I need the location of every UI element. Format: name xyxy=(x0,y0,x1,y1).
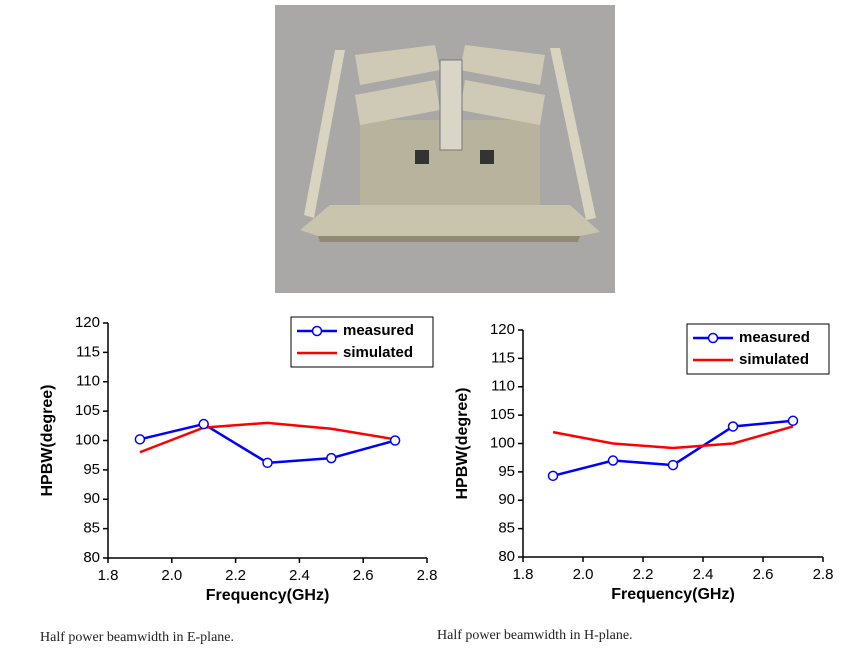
legend-label: measured xyxy=(343,322,414,339)
y-axis-label: HPBW(degree) xyxy=(39,384,56,496)
legend-label: simulated xyxy=(343,344,413,361)
series-marker xyxy=(134,434,146,445)
series-marker xyxy=(547,470,559,482)
x-tick-label: 2.4 xyxy=(289,567,310,584)
y-tick-label: 120 xyxy=(490,321,515,338)
y-tick-label: 85 xyxy=(83,520,100,537)
x-tick-label: 2.6 xyxy=(753,566,774,583)
y-tick-label: 115 xyxy=(491,349,515,366)
y-tick-label: 105 xyxy=(75,402,100,419)
y-tick-label: 85 xyxy=(498,520,515,537)
series-line xyxy=(139,422,396,465)
x-tick-label: 2.0 xyxy=(161,567,182,584)
y-axis-label: HPBW(degree) xyxy=(454,387,471,499)
x-tick-label: 2.2 xyxy=(633,566,654,583)
series-marker xyxy=(262,457,273,469)
caption: Half power beamwidth in E-plane. xyxy=(40,630,234,645)
y-tick-label: 90 xyxy=(498,491,515,508)
series-marker xyxy=(727,421,739,432)
y-tick-label: 105 xyxy=(490,406,515,423)
x-tick-label: 2.8 xyxy=(813,566,834,583)
x-tick-label: 2.6 xyxy=(353,567,374,584)
series-marker xyxy=(326,452,337,464)
series-marker xyxy=(607,455,619,466)
y-tick-label: 95 xyxy=(498,463,515,480)
series-line xyxy=(139,421,396,454)
y-tick-label: 80 xyxy=(83,549,100,566)
legend-box xyxy=(686,323,830,375)
legend-marker xyxy=(707,332,719,344)
photo xyxy=(275,5,615,293)
series-line xyxy=(552,425,794,450)
legend-label: simulated xyxy=(739,351,809,368)
x-tick-label: 2.8 xyxy=(417,567,438,584)
y-tick-label: 80 xyxy=(498,548,515,565)
x-tick-label: 1.8 xyxy=(513,566,534,583)
x-axis-label: Frequency(GHz) xyxy=(206,587,330,604)
x-tick-label: 2.2 xyxy=(225,567,246,584)
y-tick-label: 100 xyxy=(75,431,100,448)
y-tick-label: 95 xyxy=(83,461,100,478)
y-tick-label: 100 xyxy=(490,434,515,451)
y-tick-label: 120 xyxy=(75,314,100,331)
legend-marker xyxy=(311,325,323,337)
y-tick-label: 110 xyxy=(76,373,100,390)
caption: Half power beamwidth in H-plane. xyxy=(437,628,633,643)
x-tick-label: 2.0 xyxy=(573,566,594,583)
y-tick-label: 115 xyxy=(76,343,100,360)
x-axis-label: Frequency(GHz) xyxy=(611,586,735,603)
series-marker xyxy=(198,418,209,430)
x-tick-label: 1.8 xyxy=(98,567,119,584)
x-tick-label: 2.4 xyxy=(693,566,714,583)
legend-label: measured xyxy=(739,329,810,346)
series-marker xyxy=(389,435,401,446)
series-marker xyxy=(787,415,799,427)
series-marker xyxy=(667,459,679,471)
y-tick-label: 90 xyxy=(83,490,100,507)
y-tick-label: 110 xyxy=(491,378,515,395)
legend-box xyxy=(290,316,434,368)
